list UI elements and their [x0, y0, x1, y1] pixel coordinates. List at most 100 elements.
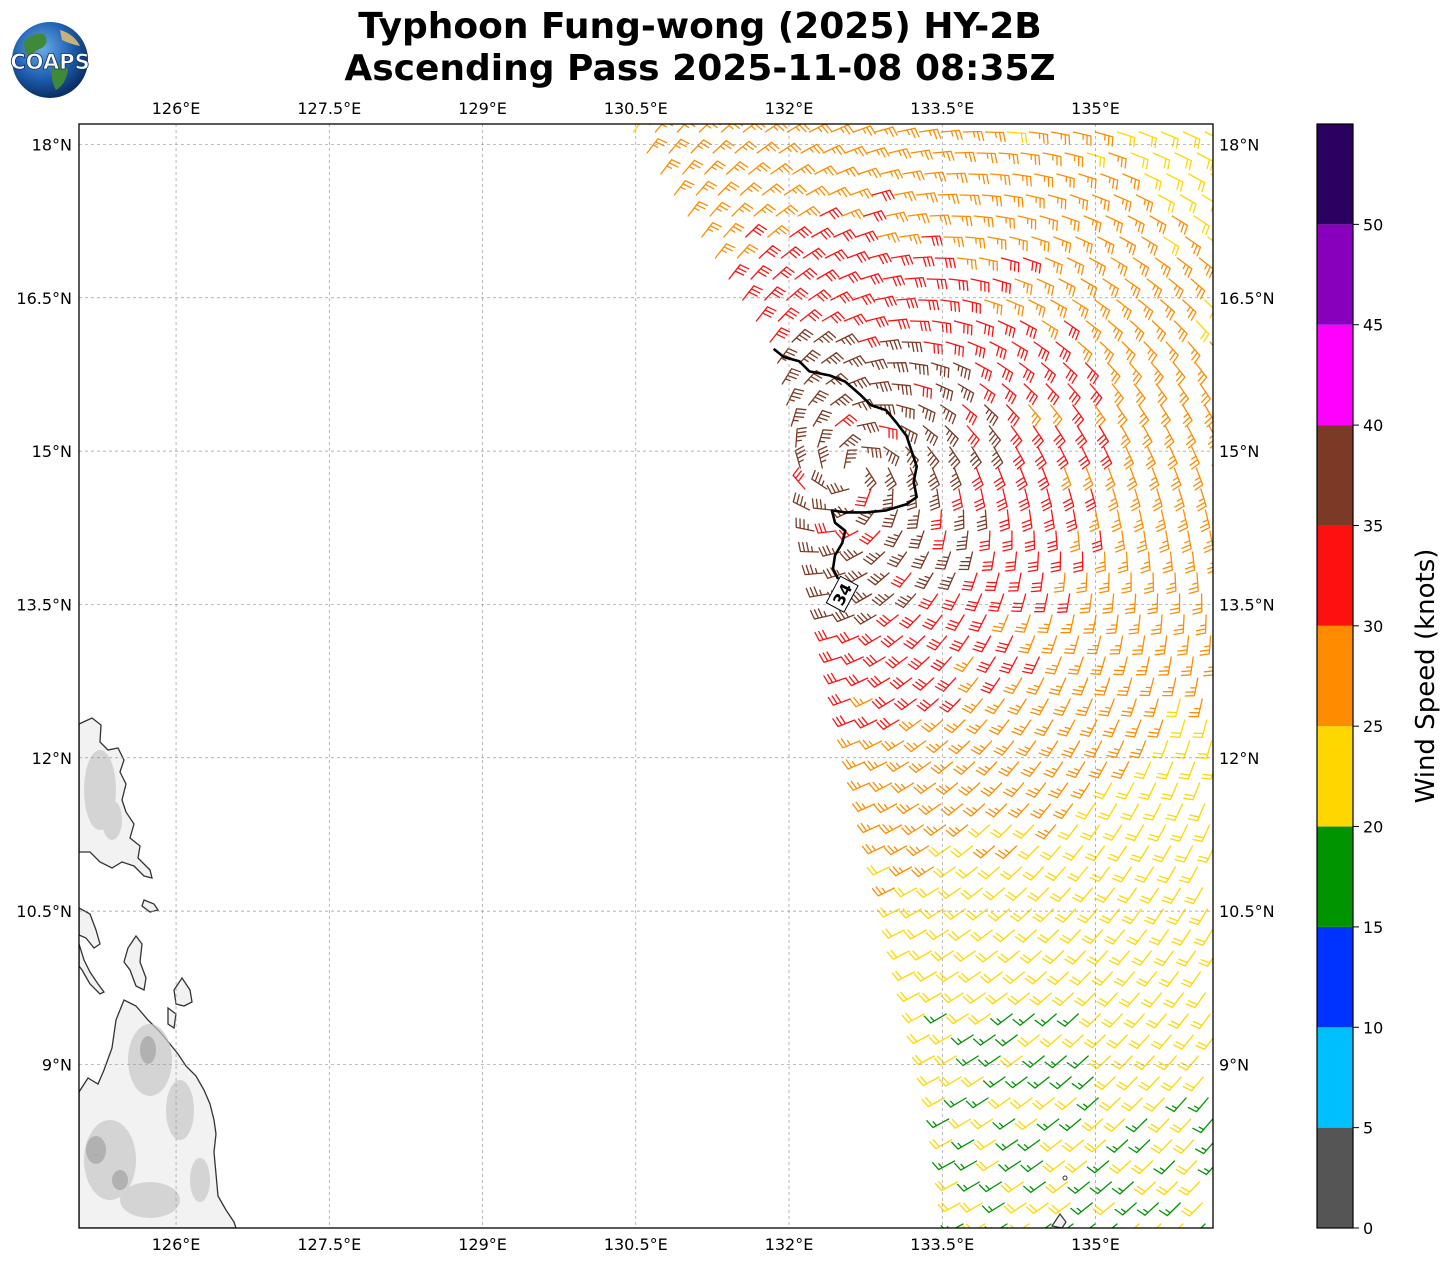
wind-barb [1039, 1034, 1062, 1048]
wind-barb [1056, 446, 1069, 470]
wind-barb [925, 740, 949, 754]
wind-barb [1083, 1034, 1106, 1049]
wind-barb [817, 429, 833, 448]
wind-barb [885, 211, 909, 223]
wind-barb [959, 194, 981, 206]
wind-barb [949, 467, 962, 491]
wind-barb [1145, 1013, 1167, 1029]
wind-barb [912, 256, 935, 267]
wind-barb [1123, 446, 1135, 470]
wind-barb [838, 271, 862, 284]
wind-barb [1089, 383, 1103, 406]
wind-barb [1065, 761, 1086, 779]
wind-barb [843, 313, 868, 326]
wind-barb [690, 139, 713, 154]
wind-barb [973, 1139, 997, 1151]
wind-barb [1023, 383, 1038, 405]
wind-barb [993, 467, 1006, 491]
wind-barb [1066, 1055, 1089, 1069]
wind-barb [1053, 425, 1066, 449]
wind-barb [953, 950, 976, 962]
wind-barb [1085, 320, 1102, 341]
wind-barb [908, 530, 925, 549]
wind-barb [673, 180, 695, 196]
wind-barb [956, 530, 969, 551]
wind-barb [995, 845, 1018, 860]
wind-barb [808, 390, 829, 406]
wind-barb [845, 674, 869, 687]
wind-barb [1123, 1013, 1145, 1029]
wind-barb [990, 173, 1011, 186]
wind-barb [962, 404, 978, 426]
wind-barb [1094, 404, 1106, 428]
wind-barb [1188, 698, 1203, 718]
colorbar-tick-label: 30 [1363, 617, 1383, 636]
wind-barb [1111, 1223, 1118, 1228]
wind-barb [831, 610, 855, 623]
wind-barb [1014, 929, 1037, 943]
wind-barb [1027, 551, 1040, 573]
wind-barb [973, 215, 994, 228]
wind-barb [1165, 1097, 1187, 1113]
wind-barb [849, 697, 873, 708]
wind-barb [1152, 488, 1163, 512]
wind-barb [1007, 992, 1030, 1005]
wind-barb [948, 740, 971, 755]
wind-barb [1007, 803, 1030, 819]
wind-barb [1045, 1181, 1068, 1194]
wind-barb [1146, 278, 1163, 299]
wind-barb [940, 992, 964, 1004]
wind-barb [940, 404, 957, 425]
wind-barb [1188, 572, 1199, 595]
wind-barb [1203, 666, 1213, 677]
wind-barb [1075, 803, 1096, 820]
wind-barb [1106, 1139, 1129, 1153]
wind-barb [1133, 761, 1152, 780]
wind-barb [726, 161, 749, 175]
wind-barb [852, 398, 876, 411]
wind-barb [1192, 593, 1203, 615]
wind-barb [1174, 845, 1194, 863]
wind-barb [1072, 131, 1092, 146]
lat-tick-label-left: 16.5°N [16, 289, 72, 308]
wind-barb [1160, 404, 1171, 428]
wind-barb [799, 309, 823, 322]
wind-barb [712, 139, 735, 154]
wind-barb [1050, 131, 1071, 146]
wind-barb [866, 147, 890, 158]
wind-barb [987, 236, 1007, 251]
wind-barb [1036, 278, 1055, 297]
wind-barb [1124, 719, 1142, 738]
wind-barb [682, 159, 704, 175]
wind-barb [1076, 1097, 1099, 1111]
wind-barb [1207, 236, 1213, 242]
wind-barb [1138, 782, 1157, 800]
map-axis-ticks: 126°E 126°E 127.5°E 127.5°E 129°E 129°E 130.5°… [16, 99, 1274, 1254]
wind-barb [1152, 845, 1172, 863]
wind-barb [1138, 131, 1157, 149]
wind-barb [1116, 677, 1133, 696]
wind-barb [976, 1160, 1000, 1172]
wind-barb [1094, 131, 1114, 147]
wind-barb [935, 971, 959, 983]
wind-barb [739, 182, 763, 196]
lat-tick-label-left: 10.5°N [16, 902, 72, 921]
wind-barb [813, 330, 837, 343]
wind-barb [1182, 299, 1197, 321]
wind-barb [1160, 299, 1176, 321]
wind-barb [1114, 1202, 1137, 1216]
wind-barb [855, 509, 877, 526]
wind-barb [1111, 383, 1125, 406]
wind-barb [783, 184, 807, 196]
wind-barb [1184, 551, 1196, 574]
wind-barb [859, 739, 883, 750]
wind-barb [781, 368, 802, 385]
wind-barb [1178, 1181, 1200, 1196]
wind-barb [1139, 887, 1160, 904]
wind-barb [1050, 551, 1062, 573]
wind-barb [1189, 446, 1200, 470]
wind-barb [1199, 509, 1211, 533]
wind-barb [1072, 887, 1094, 903]
wind-barb [951, 215, 973, 227]
